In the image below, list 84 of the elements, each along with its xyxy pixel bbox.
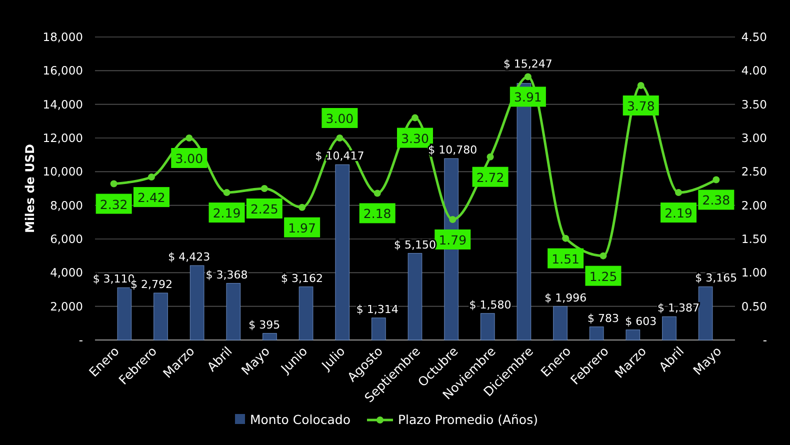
data-label: $ 4,423 bbox=[168, 250, 210, 264]
y-tick-label: 4,000 bbox=[50, 266, 83, 280]
y-tick-label: 18,000 bbox=[42, 30, 83, 44]
y2-tick-label: - bbox=[762, 333, 767, 347]
point bbox=[148, 174, 155, 181]
data-label: 3.00 bbox=[175, 151, 204, 166]
data-label: $ 15,247 bbox=[503, 58, 552, 71]
y-tick-label: 12,000 bbox=[42, 131, 83, 145]
data-label: $ 3,368 bbox=[206, 268, 248, 282]
point bbox=[637, 82, 644, 89]
data-label: 1.51 bbox=[552, 251, 580, 266]
point bbox=[524, 73, 532, 80]
data-label: $ 395 bbox=[248, 318, 280, 332]
y2-tick-label: 1.00 bbox=[741, 266, 767, 280]
y2-tick-label: 2.00 bbox=[741, 198, 767, 212]
data-label: 2.38 bbox=[702, 192, 730, 208]
y-tick-label: - bbox=[78, 333, 83, 347]
data-label: $ 1,996 bbox=[544, 291, 587, 304]
bar bbox=[298, 286, 314, 340]
point bbox=[336, 134, 344, 142]
data-label: $ 783 bbox=[587, 312, 619, 325]
bar bbox=[553, 306, 568, 340]
data-label: 3.78 bbox=[626, 98, 655, 114]
bar bbox=[117, 287, 132, 340]
legend-label: Plazo Promedio (Años) bbox=[398, 412, 538, 427]
data-label: $ 3,165 bbox=[695, 272, 738, 285]
bar bbox=[662, 316, 676, 340]
point bbox=[600, 252, 607, 260]
bar bbox=[698, 286, 713, 340]
data-label: 2.25 bbox=[250, 202, 278, 216]
bar bbox=[335, 164, 350, 340]
bar bbox=[190, 265, 204, 340]
data-label: $ 603 bbox=[625, 314, 657, 328]
y2-tick-label: 3.00 bbox=[741, 131, 767, 145]
point bbox=[186, 134, 193, 142]
data-label: 3.91 bbox=[514, 90, 542, 105]
data-label: 1.97 bbox=[288, 220, 316, 236]
data-label: $ 3,162 bbox=[281, 272, 324, 285]
data-label: $ 1,314 bbox=[356, 302, 398, 316]
point bbox=[223, 189, 230, 196]
y-tick-label: 14,000 bbox=[42, 97, 83, 112]
point bbox=[298, 204, 306, 211]
y-tick-label: 2,000 bbox=[50, 299, 83, 314]
bar bbox=[372, 318, 386, 340]
point bbox=[712, 176, 720, 184]
point bbox=[486, 153, 494, 160]
point bbox=[260, 185, 268, 192]
data-label: 1.25 bbox=[589, 268, 618, 284]
legend-label: Monto Colocado bbox=[250, 412, 350, 427]
data-label: 1.79 bbox=[438, 232, 467, 248]
data-label: 3.30 bbox=[401, 130, 429, 146]
point bbox=[449, 216, 456, 223]
data-label: 2.19 bbox=[212, 206, 241, 221]
y-tick-label: 6,000 bbox=[50, 232, 83, 246]
y2-tick-label: 3.50 bbox=[741, 97, 767, 112]
point bbox=[412, 114, 418, 122]
y2-tick-label: 0.50 bbox=[741, 299, 767, 314]
bar bbox=[626, 330, 640, 340]
bar bbox=[226, 283, 241, 340]
data-label: 2.19 bbox=[664, 206, 692, 221]
bar bbox=[154, 292, 168, 340]
point bbox=[110, 180, 118, 188]
y-tick-label: 8,000 bbox=[50, 198, 83, 212]
y2-tick-label: 1.50 bbox=[741, 232, 767, 246]
y-tick-label: 10,000 bbox=[42, 164, 83, 179]
data-label: 2.42 bbox=[138, 190, 166, 206]
data-label: 2.72 bbox=[476, 170, 504, 185]
bar bbox=[408, 253, 422, 340]
data-label: 3.00 bbox=[326, 111, 354, 126]
data-label: $ 1,580 bbox=[469, 298, 512, 312]
y-axis-title: Miles de USD bbox=[23, 144, 37, 233]
data-label: 2.18 bbox=[363, 206, 392, 222]
bar bbox=[589, 326, 604, 340]
point bbox=[374, 190, 381, 197]
data-label: 2.32 bbox=[100, 196, 128, 212]
point bbox=[675, 189, 682, 196]
y2-tick-label: 2.50 bbox=[741, 164, 767, 179]
y-tick-label: 16,000 bbox=[42, 64, 83, 78]
y2-tick-label: 4.00 bbox=[741, 64, 767, 78]
point bbox=[562, 234, 570, 242]
data-label: $ 1,387 bbox=[658, 302, 700, 315]
bar bbox=[262, 333, 277, 340]
bar bbox=[480, 313, 495, 340]
y2-tick-label: 4.50 bbox=[741, 30, 767, 44]
